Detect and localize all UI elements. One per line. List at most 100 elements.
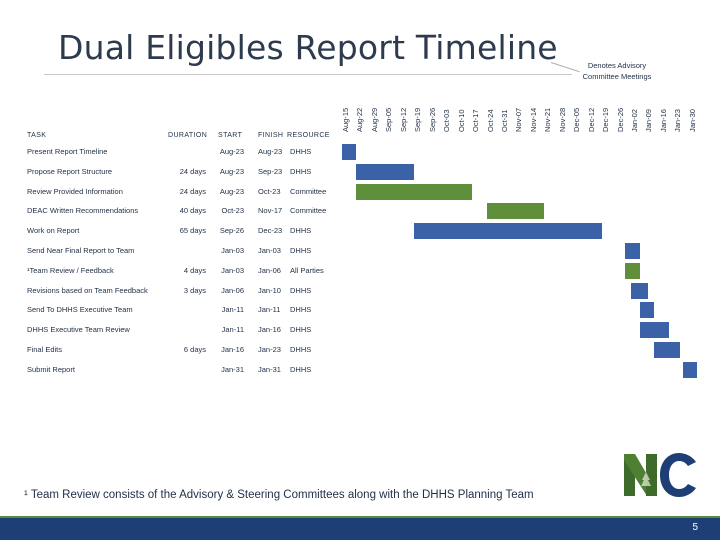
task-task: Send Near Final Report to Team — [27, 246, 135, 255]
task-task: Send To DHHS Executive Team — [27, 305, 133, 315]
date-header: Oct-31 — [499, 109, 509, 132]
task-resource: DHHS — [290, 345, 312, 354]
gantt-bar — [342, 144, 357, 160]
date-header: Nov-14 — [528, 107, 538, 132]
column-header-resource: RESOURCE — [287, 132, 330, 139]
task-finish: Jan-10 — [258, 285, 281, 295]
task-task: Present Report Timeline — [27, 147, 108, 156]
gantt-bar — [683, 361, 698, 378]
footer-accent — [0, 516, 720, 519]
task-resource: DHHS — [290, 246, 312, 255]
gantt-bar — [356, 183, 473, 200]
task-duration: 40 days — [179, 206, 206, 216]
date-header: Nov-28 — [557, 107, 567, 132]
task-start: Aug-23 — [219, 186, 244, 196]
task-finish: Dec-23 — [258, 226, 283, 236]
task-start: Jan-11 — [221, 305, 244, 315]
task-resource: DHHS — [290, 166, 312, 176]
task-start: Oct-23 — [221, 206, 244, 216]
task-duration: 3 days — [183, 285, 206, 295]
gantt-bar — [631, 282, 649, 299]
task-duration: 24 days — [179, 186, 206, 196]
date-header: Sep-19 — [413, 107, 423, 132]
page-title: Dual Eligibles Report Timeline — [58, 28, 558, 67]
date-header: Sep-05 — [384, 107, 394, 132]
date-header: Oct-17 — [471, 109, 481, 132]
task-start: Jan-06 — [221, 285, 244, 295]
date-header: Nov-07 — [514, 107, 524, 132]
date-header: Sep-26 — [427, 107, 437, 132]
gantt-bar — [639, 322, 669, 339]
date-header: Oct-24 — [485, 109, 495, 132]
nc-logo — [624, 453, 696, 497]
task-start: Jan-03 — [221, 265, 244, 275]
gantt-bar — [654, 342, 681, 358]
column-header-start: START — [218, 132, 243, 139]
task-start: Jan-31 — [221, 364, 244, 374]
task-task: Final Edits — [27, 345, 63, 354]
task-finish: Jan-23 — [258, 345, 281, 354]
task-duration: 6 days — [183, 345, 206, 354]
gantt-bar — [356, 163, 415, 180]
task-start: Jan-16 — [221, 345, 244, 354]
date-header: Dec-19 — [601, 107, 611, 132]
task-resource: DHHS — [290, 305, 312, 315]
date-header: Dec-26 — [615, 107, 625, 132]
task-resource: Committee — [290, 206, 327, 216]
gantt-bar — [625, 243, 640, 259]
task-resource: DHHS — [290, 285, 312, 295]
task-duration: 24 days — [179, 166, 206, 176]
task-task: DEAC Written Recommendations — [27, 206, 139, 216]
task-finish: Jan-06 — [258, 265, 281, 275]
task-task: Submit Report — [27, 364, 75, 374]
task-finish: Jan-03 — [258, 246, 281, 255]
task-resource: All Parties — [290, 265, 324, 275]
legend-note: Denotes Advisory Committee Meetings — [582, 61, 652, 81]
date-header: Aug-15 — [341, 107, 350, 132]
column-header-duration: DURATION — [168, 132, 208, 139]
task-resource: DHHS — [290, 325, 312, 335]
date-header: Jan-23 — [673, 109, 683, 132]
task-start: Aug-23 — [219, 147, 244, 156]
task-resource: DHHS — [290, 364, 312, 374]
task-finish: Jan-16 — [258, 325, 281, 335]
task-start: Jan-03 — [221, 246, 244, 255]
task-task: Propose Report Structure — [27, 166, 113, 176]
task-finish: Oct-23 — [258, 186, 281, 196]
task-duration: 65 days — [179, 226, 206, 236]
task-resource: DHHS — [290, 147, 312, 156]
column-header-task: TASK — [27, 132, 47, 139]
date-header: Sep-12 — [398, 107, 408, 132]
date-header: Dec-12 — [586, 107, 596, 132]
task-task: Revisions based on Team Feedback — [27, 285, 148, 295]
task-task: Work on Report — [27, 226, 80, 236]
date-header: Dec-05 — [572, 107, 582, 132]
task-finish: Jan-31 — [258, 364, 281, 374]
gantt-bar — [625, 262, 640, 279]
task-resource: DHHS — [290, 226, 312, 236]
gantt-bar — [486, 203, 545, 220]
page-number: 5 — [692, 522, 698, 533]
footnote: ¹ Team Review consists of the Advisory &… — [24, 489, 534, 501]
task-task: Review Provided Information — [27, 186, 123, 196]
date-header: Jan-09 — [644, 109, 654, 132]
task-resource: Committee — [290, 186, 327, 196]
task-finish: Aug-23 — [258, 147, 283, 156]
task-start: Aug-23 — [219, 166, 244, 176]
task-finish: Jan-11 — [258, 305, 281, 315]
task-start: Sep-26 — [219, 226, 244, 236]
date-header: Nov-21 — [543, 107, 553, 132]
date-header: Jan-02 — [630, 109, 639, 132]
date-header: Jan-30 — [687, 109, 697, 132]
date-header: Aug-29 — [369, 107, 379, 132]
column-header-finish: FINISH — [258, 132, 284, 139]
task-finish: Nov-17 — [258, 206, 283, 216]
task-task: DHHS Executive Team Review — [27, 325, 130, 335]
date-header: Jan-16 — [658, 109, 668, 132]
date-header: Aug-22 — [355, 107, 365, 132]
gantt-bar — [639, 302, 655, 319]
task-finish: Sep-23 — [258, 166, 283, 176]
task-start: Jan-11 — [221, 325, 244, 335]
gantt-bar — [414, 223, 603, 240]
task-task: ¹Team Review / Feedback — [27, 265, 114, 275]
